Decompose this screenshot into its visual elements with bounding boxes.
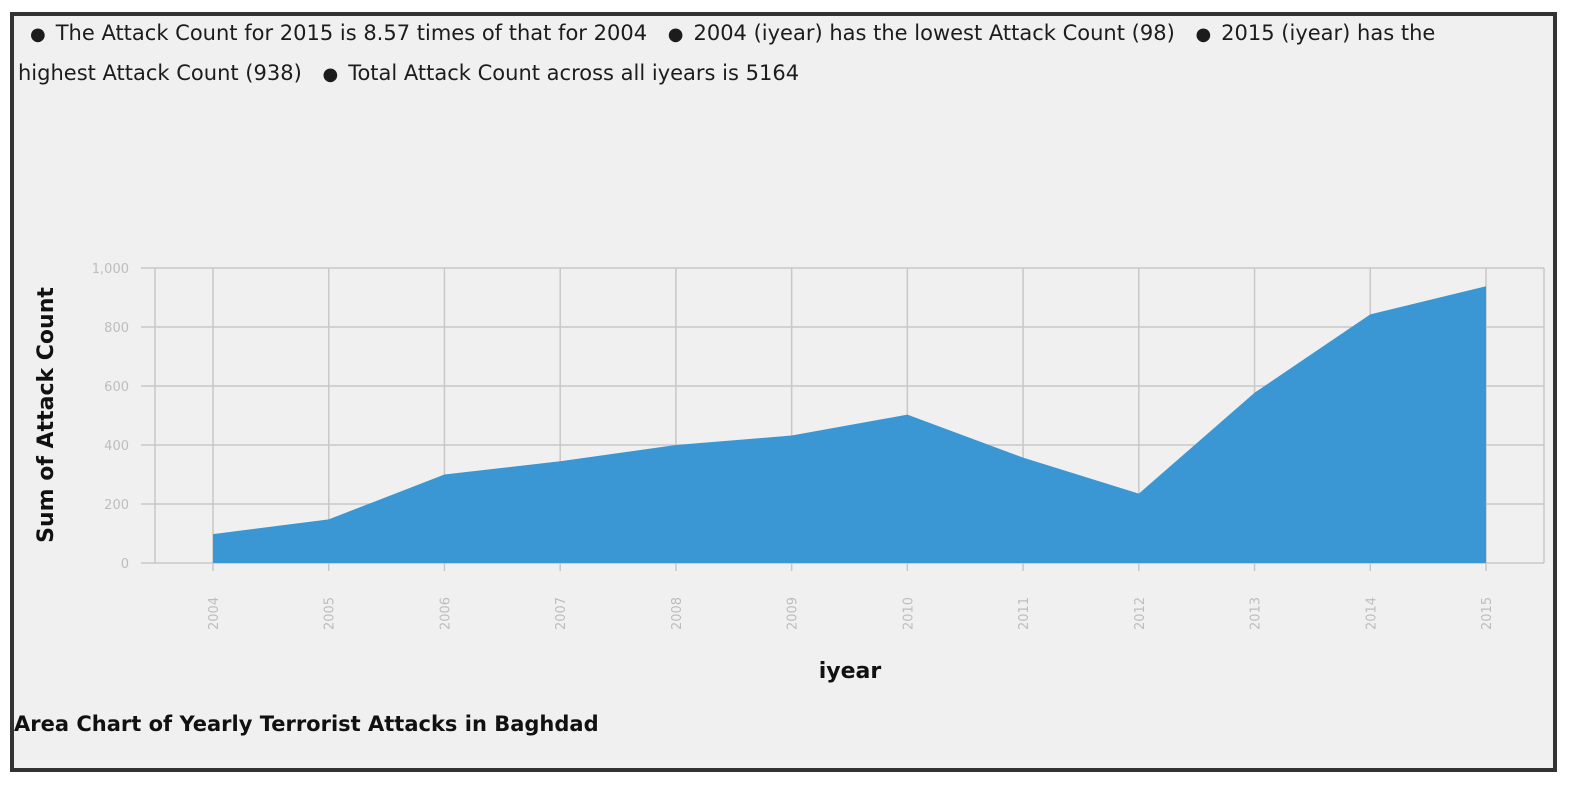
insight-item: ● 2004 (iyear) has the lowest Attack Coun… — [654, 21, 1175, 45]
insight-item: ● Total Attack Count across all iyears is… — [308, 61, 799, 85]
x-tick-label: 2004 — [207, 597, 222, 630]
y-tick-label: 0 — [121, 557, 129, 572]
x-tick-label: 2015 — [1480, 597, 1495, 630]
x-tick-label: 2011 — [1017, 597, 1032, 630]
x-tick-label: 2013 — [1249, 597, 1264, 630]
bullet-icon: ● — [667, 24, 684, 45]
x-tick-label: 2006 — [438, 597, 453, 630]
insight-item: ● 2015 (iyear) has the highest Attack Cou… — [18, 21, 1435, 85]
x-axis-title: iyear — [819, 659, 882, 684]
x-tick-label: 2005 — [323, 597, 338, 630]
x-tick-label: 2008 — [670, 597, 685, 630]
y-tick-label: 1,000 — [92, 262, 129, 277]
insight-text: 2004 (iyear) has the lowest Attack Count… — [693, 21, 1175, 45]
x-tick-label: 2010 — [901, 597, 916, 630]
insight-text: 2015 (iyear) has the highest Attack Coun… — [18, 21, 1436, 85]
insight-item: ● The Attack Count for 2015 is 8.57 times… — [18, 21, 647, 45]
area-series — [213, 286, 1486, 563]
x-tick-label: 2012 — [1133, 597, 1148, 630]
insights-list: ● The Attack Count for 2015 is 8.57 times… — [18, 14, 1518, 94]
area-layer — [213, 286, 1486, 563]
y-tick-label: 600 — [104, 380, 129, 395]
bullet-icon: ● — [322, 64, 339, 85]
insight-text: Total Attack Count across all iyears is … — [348, 61, 800, 85]
y-tick-label: 200 — [104, 498, 129, 513]
bullet-icon: ● — [1195, 24, 1212, 45]
x-tick-label: 2014 — [1364, 597, 1379, 630]
x-tick-label: 2009 — [786, 597, 801, 630]
y-axis-ticks: 0 200 400 600 800 1,000 — [92, 262, 129, 572]
bullet-icon: ● — [30, 24, 46, 45]
insight-text: The Attack Count for 2015 is 8.57 times … — [55, 21, 648, 45]
x-tick-label: 2007 — [554, 597, 569, 630]
y-axis-title: Sum of Attack Count — [34, 287, 59, 543]
x-axis-ticks: 2004 2005 2006 2007 2008 2009 2010 2011 2012 2013… — [207, 597, 1495, 630]
y-tick-label: 800 — [104, 321, 129, 336]
y-tick-label: 400 — [104, 439, 129, 454]
chart-caption: Area Chart of Yearly Terrorist Attacks i… — [14, 712, 599, 736]
